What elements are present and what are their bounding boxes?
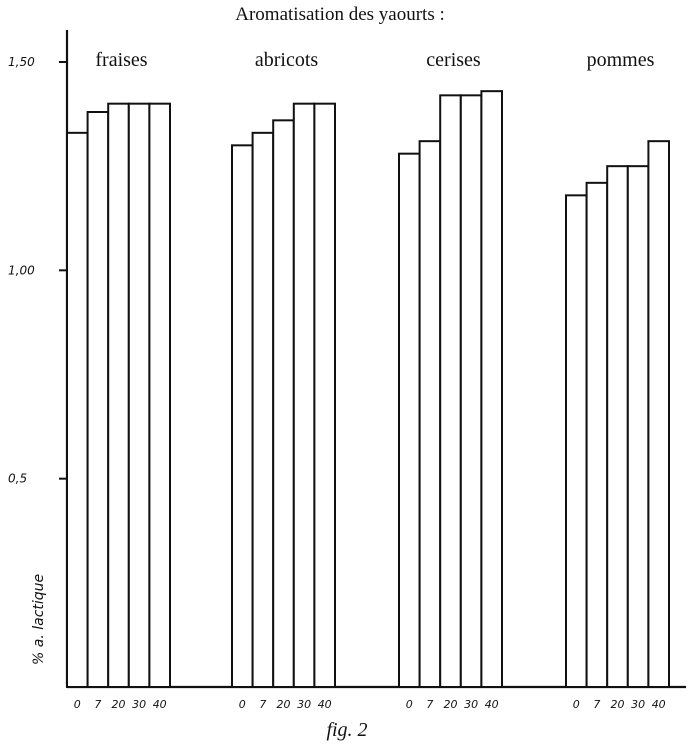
y-tick-label-0: 1,50 (8, 55, 35, 69)
bar-cerises-20 (439, 94, 462, 689)
bar-cerises-7 (418, 140, 442, 688)
x-tick-label-fraises-20: 20 (112, 698, 126, 711)
y-tick-label-1: 1,00 (8, 263, 35, 277)
x-tick-label-fraises-0: 0 (74, 698, 81, 711)
bar-fraises-7 (86, 111, 110, 688)
group-label-pommes: pommes (587, 49, 655, 71)
bar-fraises-40 (148, 102, 171, 688)
bar-abricots-40 (313, 102, 336, 688)
x-tick-label-pommes-40: 40 (652, 698, 666, 711)
group-label-abricots: abricots (255, 49, 319, 71)
x-tick-label-cerises-20: 20 (444, 698, 458, 711)
x-tick-label-abricots-40: 40 (318, 698, 332, 711)
bar-pommes-40 (647, 140, 671, 688)
chart-title: Aromatisation des yaourts : (235, 4, 445, 25)
bar-abricots-20 (272, 119, 295, 689)
x-tick-label-abricots-20: 20 (277, 698, 291, 711)
x-tick-label-cerises-30: 30 (464, 698, 478, 711)
y-axis-label: % a. lactique (31, 574, 47, 665)
x-tick-label-pommes-20: 20 (611, 698, 625, 711)
x-tick-label-abricots-30: 30 (297, 698, 311, 711)
x-tick-label-abricots-7: 7 (259, 698, 266, 711)
bar-fraises-0 (66, 131, 89, 689)
bar-cerises-30 (459, 94, 483, 689)
x-tick-label-fraises-40: 40 (153, 698, 167, 711)
x-tick-label-fraises-7: 7 (94, 698, 101, 711)
bar-cerises-40 (480, 90, 503, 688)
x-tick-label-pommes-0: 0 (573, 698, 580, 711)
bar-abricots-0 (231, 144, 254, 689)
x-tick-label-cerises-40: 40 (485, 698, 499, 711)
x-tick-label-fraises-30: 30 (132, 698, 146, 711)
y-tick-label-2: 0,5 (8, 472, 27, 486)
group-label-cerises: cerises (426, 49, 481, 71)
x-tick-label-pommes-30: 30 (631, 698, 645, 711)
bar-pommes-30 (626, 165, 650, 688)
figure-caption: fig. 2 (326, 719, 367, 741)
bar-pommes-0 (565, 194, 588, 688)
bar-fraises-30 (127, 102, 151, 688)
bar-pommes-20 (606, 165, 629, 688)
x-tick-label-cerises-7: 7 (426, 698, 433, 711)
x-tick-label-pommes-7: 7 (593, 698, 600, 711)
x-tick-label-cerises-0: 0 (406, 698, 413, 711)
group-label-fraises: fraises (95, 49, 147, 71)
x-tick-label-abricots-0: 0 (239, 698, 246, 711)
bar-pommes-7 (585, 181, 609, 688)
bar-abricots-7 (251, 131, 275, 689)
bar-fraises-20 (107, 102, 130, 688)
bar-cerises-0 (398, 152, 421, 688)
bar-abricots-30 (292, 102, 316, 688)
